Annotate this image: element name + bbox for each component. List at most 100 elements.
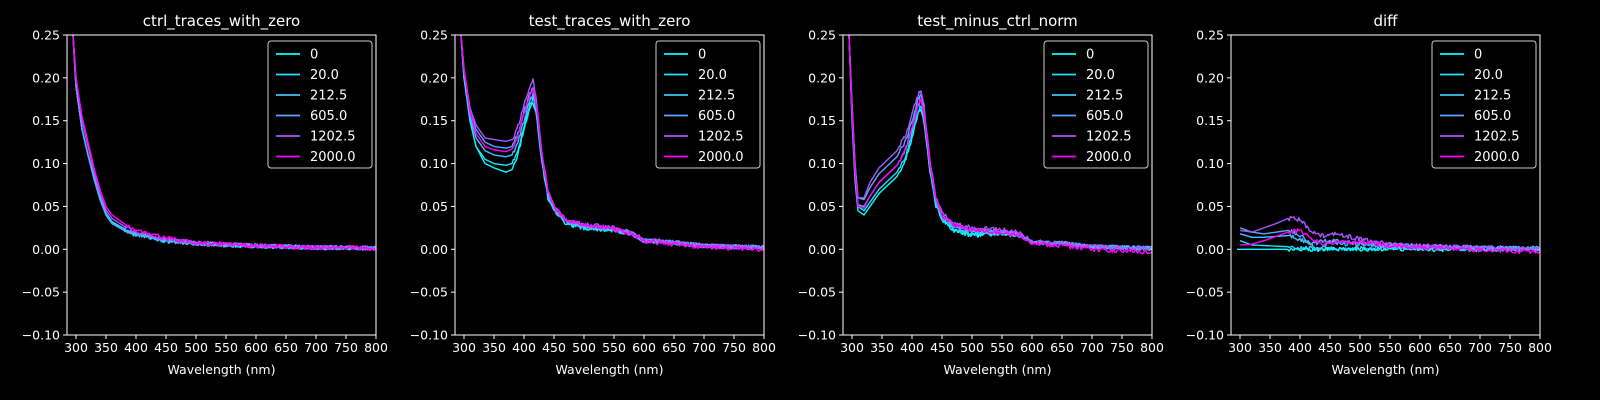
x-tick-label: 300 xyxy=(452,340,476,355)
legend-label: 605.0 xyxy=(310,109,347,124)
x-tick-label: 600 xyxy=(1020,340,1044,355)
y-tick-label: −0.05 xyxy=(410,285,448,300)
y-tick-label: 0.10 xyxy=(420,156,448,171)
legend-label: 212.5 xyxy=(1086,89,1123,104)
x-tick-label: 450 xyxy=(1318,340,1342,355)
y-tick-label: 0.00 xyxy=(1196,242,1224,257)
x-tick-label: 650 xyxy=(1438,340,1462,355)
x-tick-label: 750 xyxy=(1110,340,1134,355)
legend-label: 605.0 xyxy=(698,109,735,124)
x-tick-label: 800 xyxy=(1140,340,1164,355)
x-tick-label: 750 xyxy=(722,340,746,355)
chart-title: test_traces_with_zero xyxy=(529,12,691,31)
y-tick-label: 0.25 xyxy=(32,28,60,43)
legend-label: 212.5 xyxy=(310,89,347,104)
legend-label: 0 xyxy=(1474,48,1482,63)
legend-label: 605.0 xyxy=(1474,109,1511,124)
legend-label: 20.0 xyxy=(1086,68,1115,83)
chart-title: diff xyxy=(1373,12,1398,30)
x-tick-label: 750 xyxy=(334,340,358,355)
x-tick-label: 350 xyxy=(482,340,506,355)
legend-label: 605.0 xyxy=(1086,109,1123,124)
y-tick-label: 0.05 xyxy=(1196,199,1224,214)
legend-label: 1202.5 xyxy=(698,130,744,145)
legend-label: 0 xyxy=(1086,48,1094,63)
legend-label: 1202.5 xyxy=(1474,130,1520,145)
chart-panel: 300 350 400 450 500 550 600 650 700 750 800 −0.10 −0… xyxy=(1186,12,1552,377)
x-tick-label: 550 xyxy=(214,340,238,355)
x-tick-label: 650 xyxy=(1050,340,1074,355)
x-axis-label: Wavelength (nm) xyxy=(1332,362,1440,377)
chart-title: test_minus_ctrl_norm xyxy=(917,12,1078,31)
series-group xyxy=(848,35,1152,255)
x-tick-label: 300 xyxy=(840,340,864,355)
y-tick-label: −0.05 xyxy=(22,285,60,300)
legend-label: 1202.5 xyxy=(310,130,356,145)
x-tick-label: 400 xyxy=(512,340,536,355)
legend-label: 2000.0 xyxy=(1086,150,1132,165)
x-tick-label: 550 xyxy=(990,340,1014,355)
series-line-2000.0 xyxy=(848,35,1152,255)
x-tick-label: 550 xyxy=(602,340,626,355)
x-tick-label: 500 xyxy=(1348,340,1372,355)
axes-frame xyxy=(66,34,377,336)
legend-box xyxy=(1043,40,1149,169)
x-tick-label: 350 xyxy=(870,340,894,355)
y-tick-label: 0.20 xyxy=(420,70,448,85)
x-tick-label: 500 xyxy=(572,340,596,355)
x-axis-label: Wavelength (nm) xyxy=(168,362,276,377)
x-tick-label: 500 xyxy=(184,340,208,355)
axes-frame xyxy=(1230,34,1541,336)
y-tick-label: 0.05 xyxy=(32,199,60,214)
legend-label: 212.5 xyxy=(1474,89,1511,104)
legend-label: 20.0 xyxy=(310,68,339,83)
x-tick-label: 500 xyxy=(960,340,984,355)
series-line-2000.0 xyxy=(1239,228,1540,255)
y-tick-label: 0.00 xyxy=(808,242,836,257)
chart-title: ctrl_traces_with_zero xyxy=(143,12,300,31)
series-line-2000.0 xyxy=(72,35,376,251)
y-tick-label: 0.00 xyxy=(420,242,448,257)
legend-label: 2000.0 xyxy=(310,150,356,165)
legend: 0 20.0 212.5 605.0 1202.5 2000.0 xyxy=(267,40,373,169)
x-tick-label: 650 xyxy=(274,340,298,355)
legend-label: 2000.0 xyxy=(1474,150,1520,165)
x-tick-label: 550 xyxy=(1378,340,1402,355)
y-tick-label: −0.05 xyxy=(1186,285,1224,300)
y-tick-label: 0.25 xyxy=(1196,28,1224,43)
y-tick-label: −0.10 xyxy=(410,328,448,343)
x-tick-label: 450 xyxy=(154,340,178,355)
legend-label: 0 xyxy=(310,48,318,63)
x-tick-label: 600 xyxy=(1408,340,1432,355)
x-tick-label: 450 xyxy=(930,340,954,355)
legend: 0 20.0 212.5 605.0 1202.5 2000.0 xyxy=(1431,40,1537,169)
x-tick-label: 300 xyxy=(1228,340,1252,355)
axes-frame xyxy=(842,34,1153,336)
y-tick-label: 0.15 xyxy=(808,113,836,128)
x-tick-label: 400 xyxy=(900,340,924,355)
legend-label: 20.0 xyxy=(1474,68,1503,83)
x-tick-label: 700 xyxy=(692,340,716,355)
x-tick-label: 700 xyxy=(1080,340,1104,355)
legend-box xyxy=(655,40,761,169)
legend-label: 20.0 xyxy=(698,68,727,83)
legend-label: 1202.5 xyxy=(1086,130,1132,145)
y-tick-label: 0.25 xyxy=(420,28,448,43)
x-axis-label: Wavelength (nm) xyxy=(556,362,664,377)
x-tick-label: 800 xyxy=(752,340,776,355)
y-tick-label: 0.20 xyxy=(32,70,60,85)
y-tick-label: −0.10 xyxy=(1186,328,1224,343)
legend-label: 2000.0 xyxy=(698,150,744,165)
x-tick-label: 400 xyxy=(1288,340,1312,355)
y-tick-label: −0.05 xyxy=(798,285,836,300)
y-tick-label: −0.10 xyxy=(22,328,60,343)
x-tick-label: 650 xyxy=(662,340,686,355)
x-tick-label: 350 xyxy=(94,340,118,355)
series-line-1202.5 xyxy=(1239,215,1540,251)
y-tick-label: 0.05 xyxy=(808,199,836,214)
x-tick-label: 700 xyxy=(1468,340,1492,355)
y-tick-label: 0.20 xyxy=(808,70,836,85)
x-tick-label: 600 xyxy=(244,340,268,355)
chart-panel: 300 350 400 450 500 550 600 650 700 750 800 −0.10 −0… xyxy=(22,12,388,377)
